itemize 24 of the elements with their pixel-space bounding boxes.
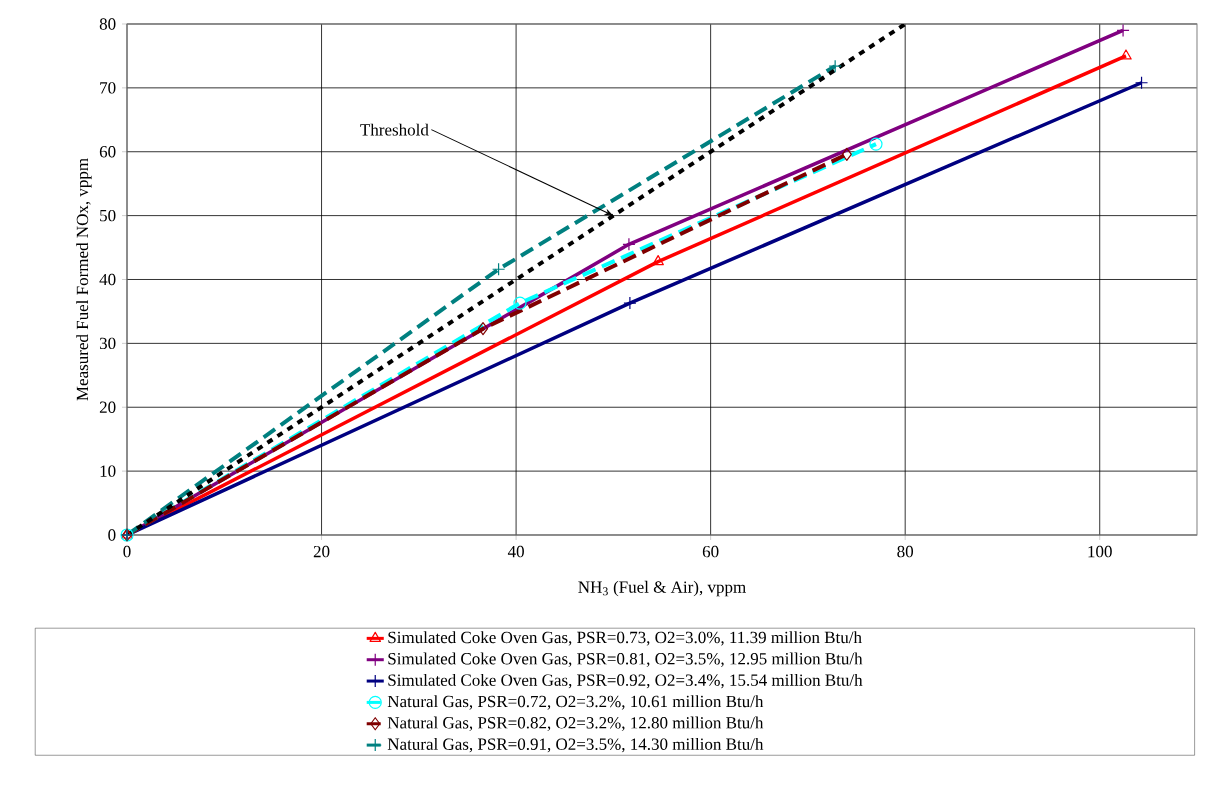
x-tick-label: 40 xyxy=(507,545,524,558)
legend-label: Simulated Coke Oven Gas, PSR=0.73, O2=3.0%, 11.39 million Btu/h xyxy=(388,631,862,646)
legend-label: Simulated Coke Oven Gas, PSR=0.81, O2=3.5%, 12.95 million Btu/h xyxy=(388,652,863,667)
y-tick-label: 70 xyxy=(100,82,116,94)
y-axis-title: Measured Fuel Formed NOx, vppm xyxy=(76,158,92,401)
x-tick-label: 80 xyxy=(897,545,914,558)
annotation: Threshold xyxy=(360,123,429,136)
x-tick-label: 20 xyxy=(313,545,330,558)
x-tick-label: 60 xyxy=(702,545,719,558)
legend-label: Simulated Coke Oven Gas, PSR=0.92, O2=3.4%, 15.54 million Btu/h xyxy=(388,673,863,689)
y-tick-label: 30 xyxy=(99,337,116,350)
y-tick-label: 60 xyxy=(99,146,116,158)
y-tick-label: 40 xyxy=(99,273,116,286)
y-tick-label: 80 xyxy=(99,18,116,30)
y-tick-label: 20 xyxy=(99,401,116,413)
y-tick-label: 50 xyxy=(100,209,116,222)
x-axis-title: NH$_{3}$ (Fuel & Air), vppm xyxy=(578,580,746,597)
legend-label: Natural Gas, PSR=0.91, O2=3.5%, 14.30 million Btu/h xyxy=(387,737,764,753)
x-tick-label: 0 xyxy=(123,545,131,558)
legend-label: Natural Gas, PSR=0.82, O2=3.2%, 12.80 million Btu/h xyxy=(387,716,764,731)
y-tick-label: 10 xyxy=(100,465,116,477)
legend-label: Natural Gas, PSR=0.72, O2=3.2%, 10.61 million Btu/h xyxy=(387,695,764,710)
y-tick-label: 0 xyxy=(108,529,116,541)
x-tick-label: 100 xyxy=(1088,545,1112,558)
